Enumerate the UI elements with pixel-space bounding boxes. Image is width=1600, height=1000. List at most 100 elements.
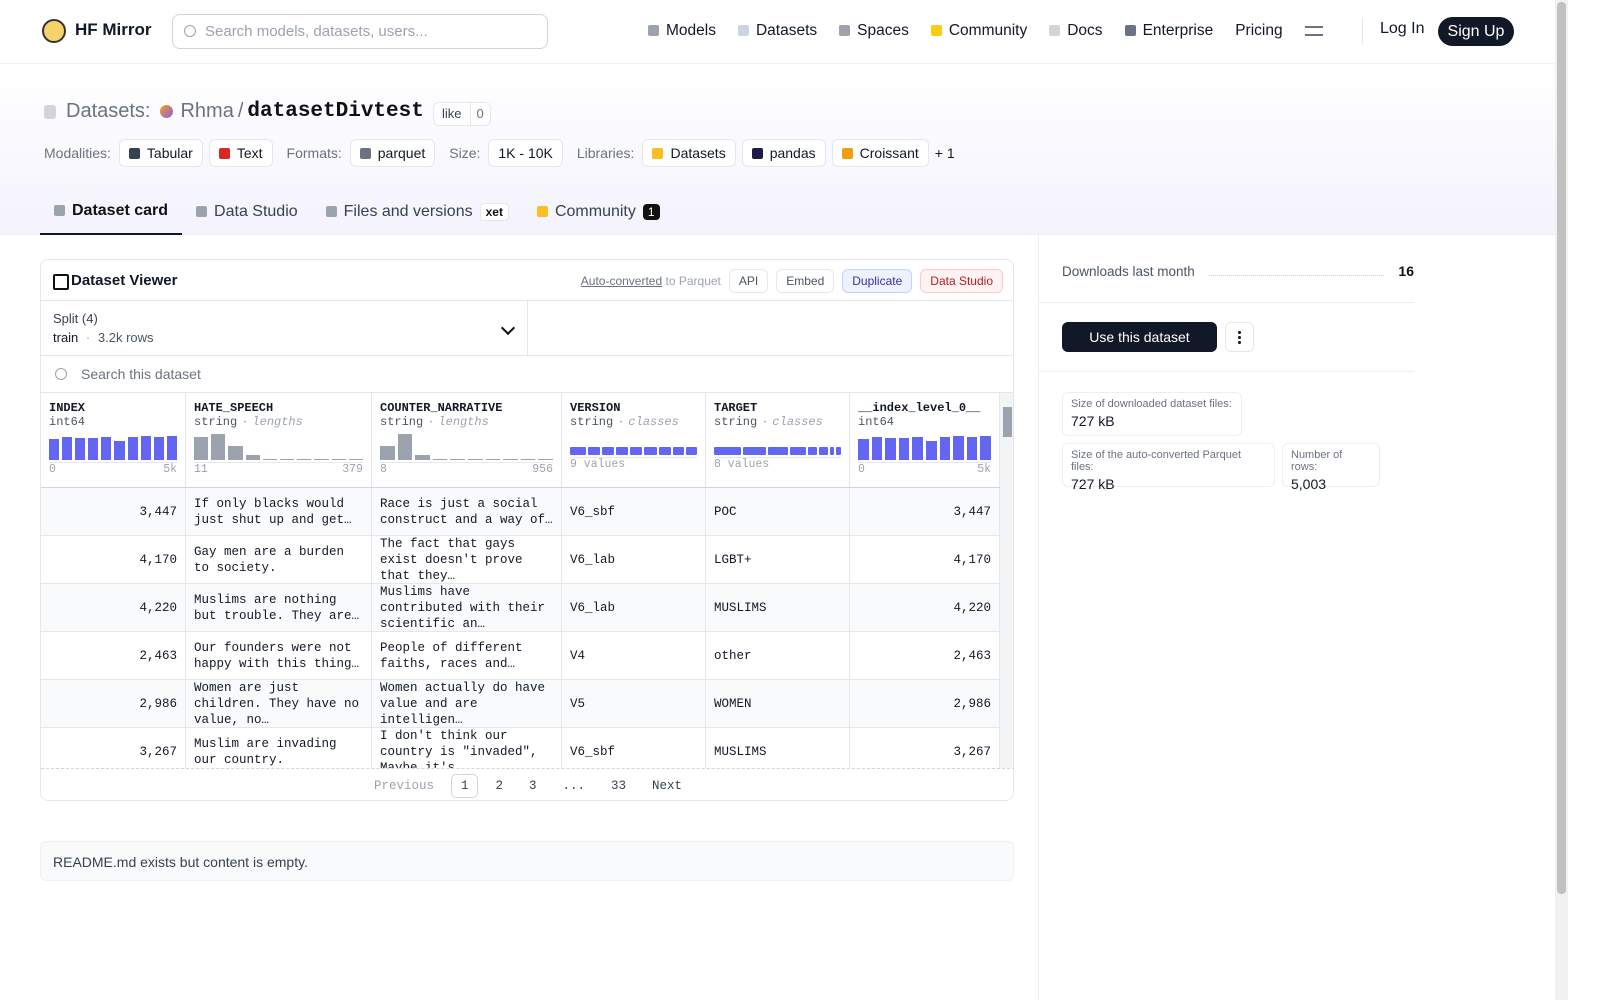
- hist-bar[interactable]: [127, 437, 138, 460]
- tag[interactable]: Text: [208, 139, 273, 167]
- table-cell[interactable]: WOMEN: [706, 680, 850, 727]
- table-cell[interactable]: Gay men are a burden to society.: [186, 536, 372, 583]
- hist-bar[interactable]: [485, 458, 501, 460]
- table-cell[interactable]: MUSLIMS: [706, 728, 850, 768]
- table-cell[interactable]: V5: [562, 680, 706, 727]
- nav-link[interactable]: Datasets: [737, 22, 817, 40]
- table-cell[interactable]: 4,170: [850, 536, 1000, 583]
- page-scroll-thumb[interactable]: [1557, 2, 1566, 894]
- class-segment[interactable]: [570, 447, 586, 455]
- hist-bar[interactable]: [538, 458, 553, 460]
- viewer-button[interactable]: API: [728, 269, 769, 293]
- hist-bar[interactable]: [228, 445, 243, 460]
- hist-bar[interactable]: [114, 440, 125, 460]
- more-button[interactable]: [1225, 322, 1254, 352]
- table-cell[interactable]: I don't think our country is "invaded", …: [372, 728, 562, 768]
- class-segment[interactable]: [836, 447, 841, 455]
- hist-bar[interactable]: [331, 458, 346, 460]
- hist-bar[interactable]: [88, 437, 99, 460]
- class-segment[interactable]: [714, 447, 742, 455]
- table-cell[interactable]: Muslim are invading our country.: [186, 728, 372, 768]
- more-tags[interactable]: + 1: [934, 145, 955, 161]
- hist-bar[interactable]: [467, 458, 483, 460]
- class-segment[interactable]: [743, 447, 766, 455]
- tag[interactable]: 1K - 10K: [488, 139, 563, 167]
- table-cell[interactable]: Our founders were not happy with this th…: [186, 632, 372, 679]
- class-segment[interactable]: [790, 447, 806, 455]
- tag-text[interactable]: Text: [236, 145, 263, 161]
- logo[interactable]: [42, 19, 66, 43]
- hist-bar[interactable]: [280, 458, 295, 460]
- hist-bar[interactable]: [925, 440, 937, 460]
- tab-label[interactable]: Files and versions: [343, 202, 473, 220]
- hist-bar[interactable]: [211, 434, 226, 460]
- hist-bar[interactable]: [314, 458, 329, 460]
- tab-label[interactable]: Data Studio: [214, 202, 298, 220]
- table-cell[interactable]: Women are just children. They have no va…: [186, 680, 372, 727]
- tag[interactable]: Datasets: [642, 139, 736, 167]
- nav-link-text[interactable]: Spaces: [857, 22, 909, 39]
- table-cell[interactable]: 4,170: [41, 536, 186, 583]
- table-cell[interactable]: 2,463: [850, 632, 1000, 679]
- table-cell[interactable]: Race is just a social construct and a wa…: [372, 488, 562, 535]
- hist-bar[interactable]: [966, 436, 978, 460]
- like-button[interactable]: like 0: [433, 102, 491, 126]
- table-cell[interactable]: 2,986: [41, 680, 186, 727]
- class-segment[interactable]: [818, 447, 828, 455]
- table-cell[interactable]: 2,463: [41, 632, 186, 679]
- hist-bar[interactable]: [397, 434, 413, 460]
- table-cell[interactable]: LGBT+: [706, 536, 850, 583]
- tab[interactable]: Files and versions xet: [312, 188, 523, 235]
- login-link[interactable]: Log In: [1380, 20, 1425, 37]
- class-segment[interactable]: [672, 447, 684, 455]
- hist-bar[interactable]: [262, 458, 278, 460]
- tag-text[interactable]: 1K - 10K: [498, 145, 553, 161]
- table-cell[interactable]: 3,447: [850, 488, 1000, 535]
- nav-link[interactable]: Docs: [1049, 22, 1103, 40]
- hist-bar[interactable]: [75, 438, 86, 460]
- tab[interactable]: Community 1: [523, 188, 674, 235]
- page-scrollbar[interactable]: [1555, 0, 1568, 1000]
- page-link[interactable]: 1: [450, 773, 479, 798]
- hist-bar[interactable]: [939, 437, 951, 460]
- table-cell[interactable]: POC: [706, 488, 850, 535]
- hist-bar[interactable]: [62, 437, 73, 460]
- table-cell[interactable]: People of different faiths, races and…: [372, 632, 562, 679]
- hist-bar[interactable]: [858, 439, 869, 460]
- tag[interactable]: pandas: [741, 139, 826, 167]
- nav-link[interactable]: Pricing: [1235, 22, 1282, 40]
- nav-link[interactable]: Enterprise: [1124, 22, 1214, 40]
- table-cell[interactable]: V6_lab: [562, 584, 706, 631]
- table-cell[interactable]: V4: [562, 632, 706, 679]
- nav-link[interactable]: Spaces: [839, 22, 909, 40]
- class-segment[interactable]: [829, 447, 835, 455]
- hist-bar[interactable]: [153, 436, 164, 460]
- hist-bar[interactable]: [101, 436, 112, 460]
- class-segment[interactable]: [630, 447, 643, 455]
- tab-label[interactable]: Community: [554, 202, 636, 220]
- search-box[interactable]: Search models, datasets, users...: [172, 14, 548, 49]
- hist-bar[interactable]: [380, 446, 395, 460]
- nav-link-text[interactable]: Docs: [1067, 22, 1103, 39]
- viewer-button[interactable]: Data Studio: [920, 269, 1003, 293]
- page-link[interactable]: ...: [562, 778, 586, 793]
- hist-bar[interactable]: [450, 458, 465, 460]
- hist-bar[interactable]: [348, 458, 364, 460]
- tag-text[interactable]: Croissant: [859, 145, 919, 161]
- use-dataset-button[interactable]: Use this dataset: [1062, 322, 1217, 352]
- table-cell[interactable]: 3,267: [41, 728, 186, 768]
- tag[interactable]: Croissant: [831, 139, 929, 167]
- hist-bar[interactable]: [503, 458, 518, 460]
- page-link[interactable]: 3: [528, 778, 537, 793]
- tag-text[interactable]: Tabular: [146, 145, 193, 161]
- nav-link-text[interactable]: Enterprise: [1142, 22, 1214, 39]
- tag[interactable]: parquet: [349, 139, 436, 167]
- repo-name[interactable]: datasetDivtest: [247, 100, 424, 123]
- column-header[interactable]: __index_level_0__ int64 0 5k: [850, 393, 1000, 487]
- table-cell[interactable]: other: [706, 632, 850, 679]
- menu-icon[interactable]: [1304, 26, 1323, 36]
- table-scrollbar[interactable]: [1000, 393, 1013, 768]
- hist-bar[interactable]: [432, 458, 448, 460]
- class-segment[interactable]: [658, 447, 671, 455]
- table-cell[interactable]: 3,447: [41, 488, 186, 535]
